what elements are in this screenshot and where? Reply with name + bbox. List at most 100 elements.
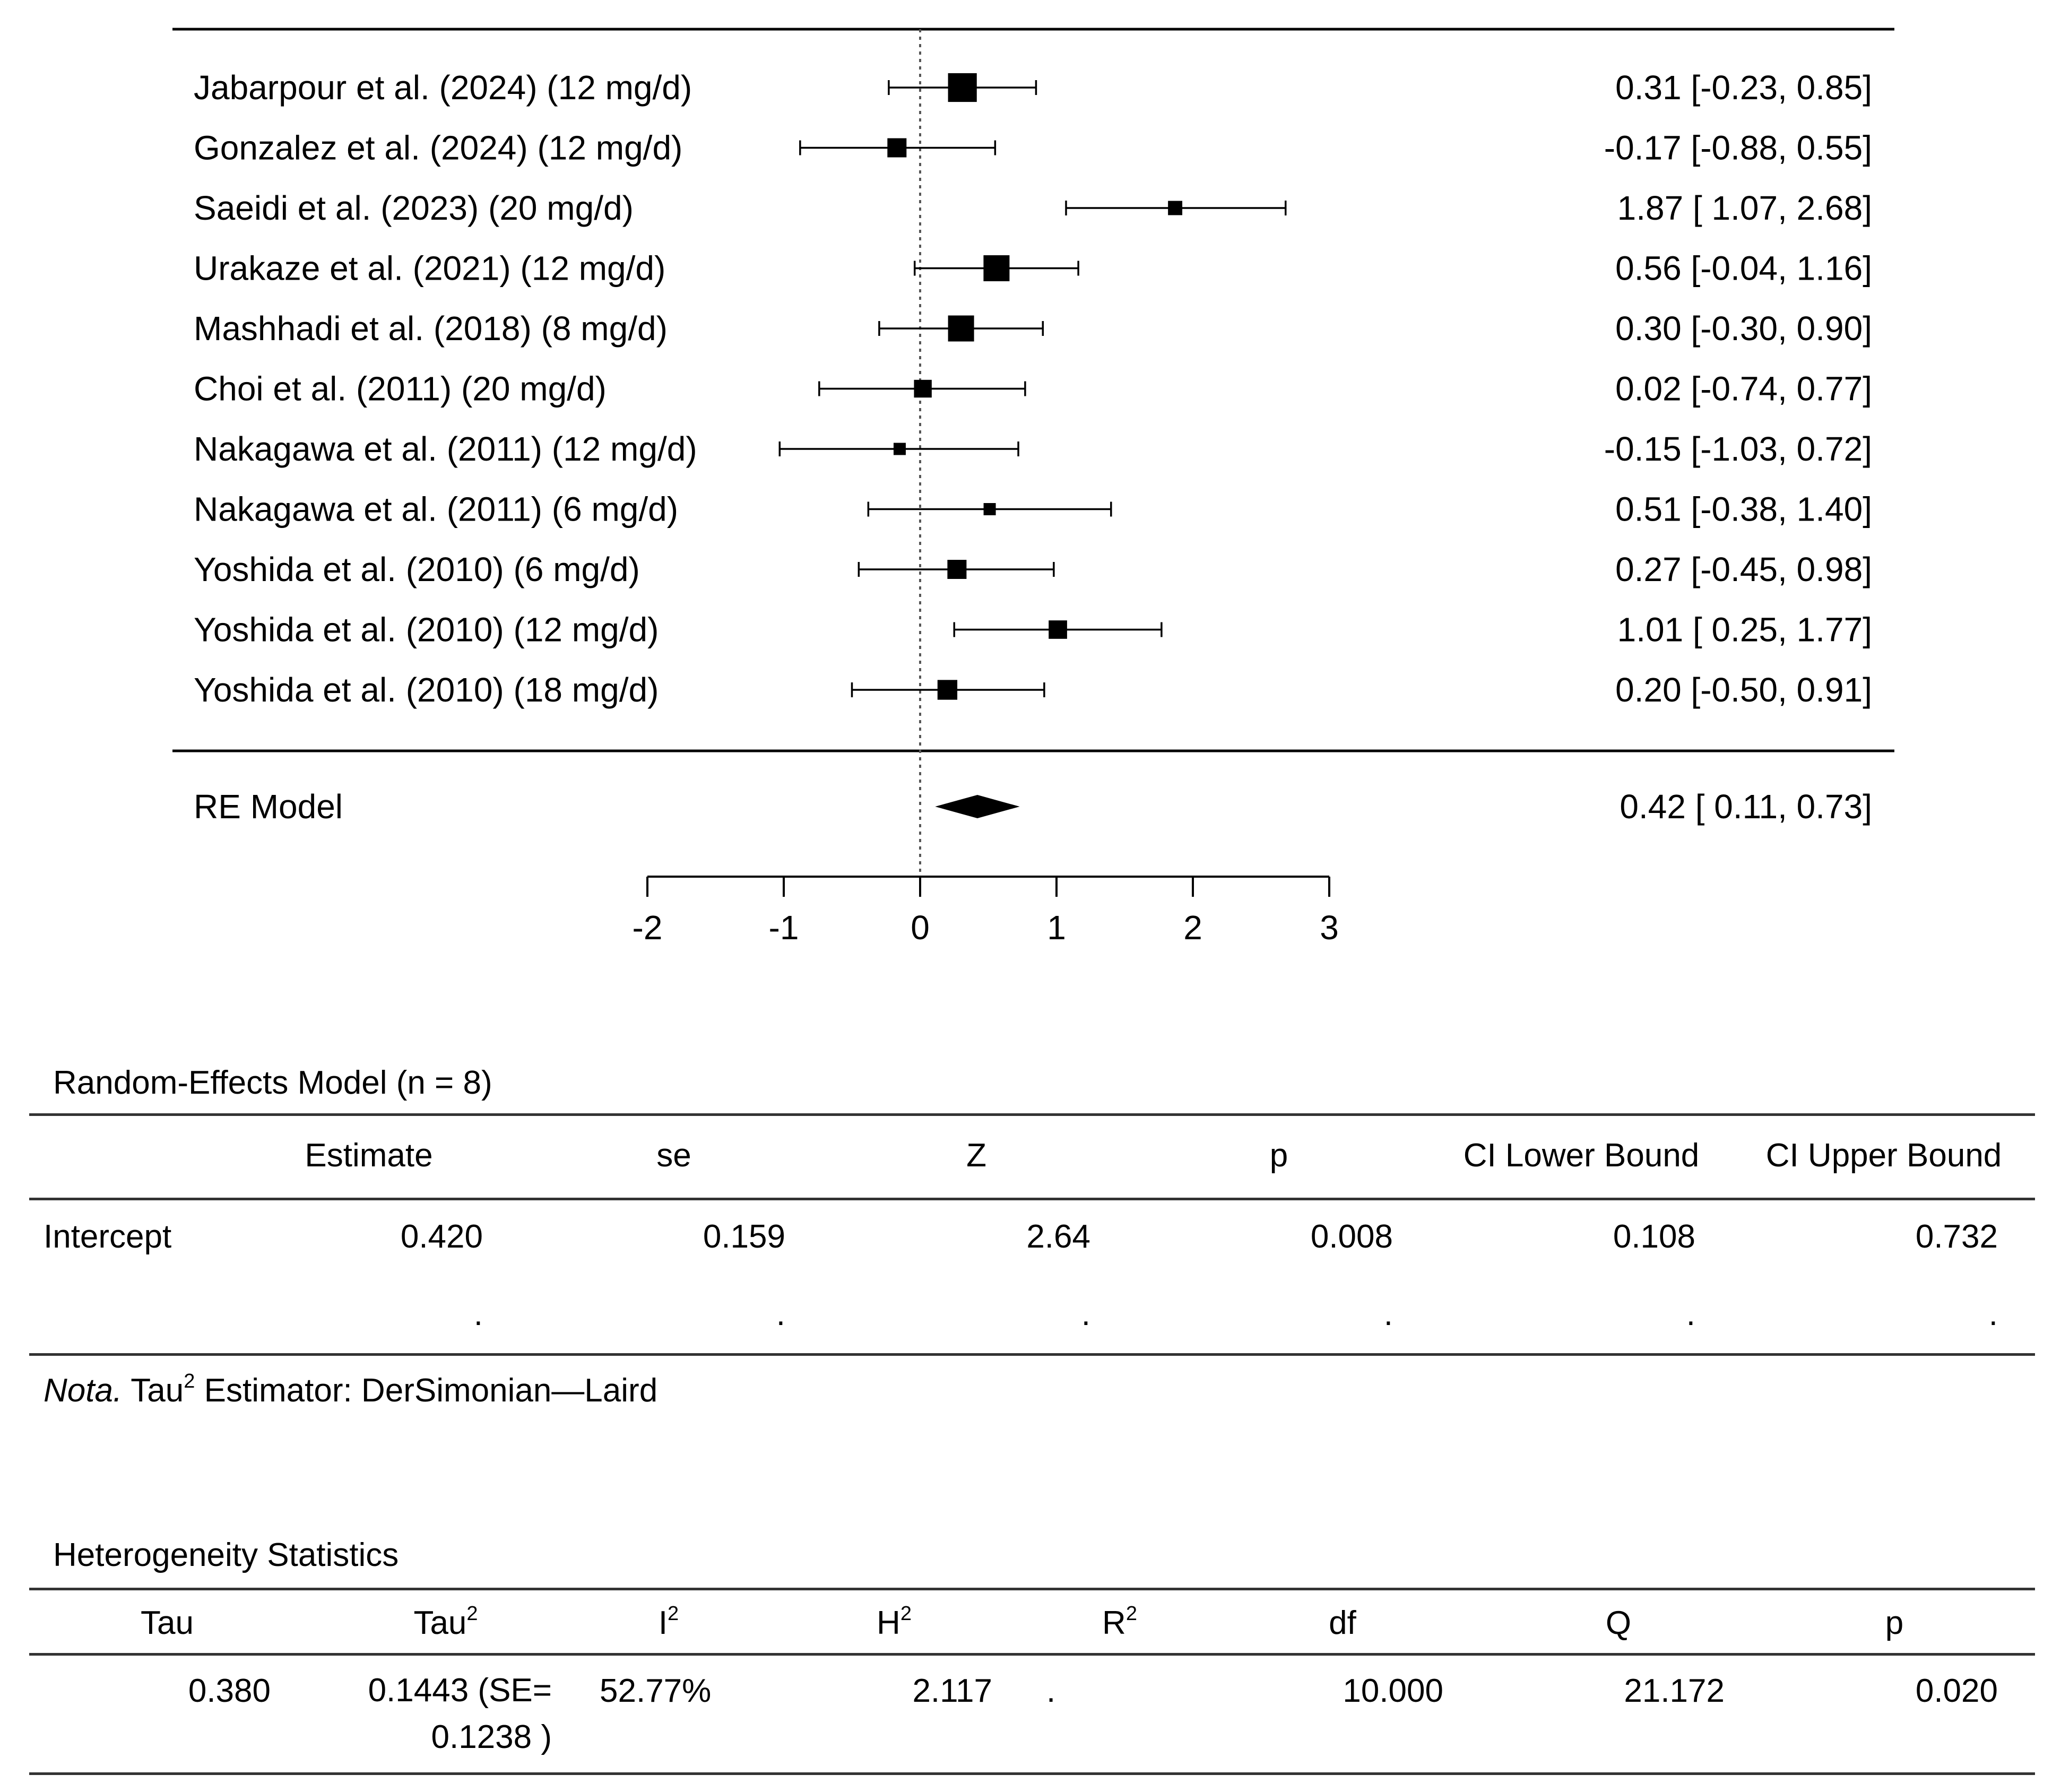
het-value-h2: 2.117 xyxy=(912,1673,992,1709)
het-header-r2-label: R xyxy=(1102,1605,1126,1641)
study-point xyxy=(1168,201,1183,215)
study-point xyxy=(1049,620,1067,639)
re-value-ci-upper: 0.732 xyxy=(1915,1218,1998,1255)
het-value-tau2-line1: 0.1443 (SE= xyxy=(368,1672,552,1709)
re-dot-5: . xyxy=(1686,1296,1695,1332)
study-ci-text: 1.01 [ 0.25, 1.77] xyxy=(1617,611,1872,649)
re-table-note: Nota. Tau2 Estimator: DerSimonian—Laird xyxy=(44,1370,658,1409)
study-label: Urakaze et al. (2021) (12 mg/d) xyxy=(194,249,665,288)
het-table-title: Heterogeneity Statistics xyxy=(53,1537,399,1573)
study-rows: Jabarpour et al. (2024) (12 mg/d) 0.31 [-… xyxy=(194,68,1872,709)
summary-diamond xyxy=(935,795,1020,818)
summary-label: RE Model xyxy=(194,787,343,826)
study-label: Yoshida et al. (2010) (18 mg/d) xyxy=(194,671,659,709)
study-label: Yoshida et al. (2010) (12 mg/d) xyxy=(194,611,659,649)
het-value-tau2: 0.1443 (SE= 0.1238 ) xyxy=(297,1667,552,1761)
study-ci-text: 0.31 [-0.23, 0.85] xyxy=(1615,68,1872,107)
x-tick-label: 3 xyxy=(1320,908,1339,947)
x-tick-label: 2 xyxy=(1183,908,1202,947)
re-value-ci-lower: 0.108 xyxy=(1613,1218,1695,1255)
het-value-p: 0.020 xyxy=(1915,1673,1998,1709)
note-rest: Estimator: DerSimonian—Laird xyxy=(195,1372,658,1409)
het-header-p: p xyxy=(1885,1605,1904,1641)
study-label: Nakagawa et al. (2011) (12 mg/d) xyxy=(194,430,697,468)
re-header-estimate: Estimate xyxy=(305,1137,433,1174)
study-point xyxy=(887,138,907,158)
x-tick-label: -2 xyxy=(633,908,663,947)
het-header-tau2-label: Tau xyxy=(413,1605,467,1641)
study-ci-text: 0.27 [-0.45, 0.98] xyxy=(1615,550,1872,588)
het-header-i2-label: I xyxy=(658,1605,668,1641)
het-header-q: Q xyxy=(1605,1605,1632,1641)
study-point xyxy=(948,73,977,102)
het-value-i2: 52.77% xyxy=(600,1673,712,1709)
het-header-r2: R2 xyxy=(1077,1604,1162,1643)
re-table-header-rule xyxy=(29,1198,2035,1200)
het-value-df: 10.000 xyxy=(1343,1673,1443,1709)
re-header-ci-lower: CI Lower Bound xyxy=(1463,1137,1700,1174)
study-ci-text: -0.15 [-1.03, 0.72] xyxy=(1604,430,1872,468)
x-tick-label: -1 xyxy=(769,908,799,947)
study-point xyxy=(947,560,967,579)
re-table-top-rule xyxy=(29,1113,2035,1116)
het-header-i2-sup: 2 xyxy=(668,1603,679,1625)
het-header-df: df xyxy=(1329,1605,1356,1641)
re-dot-3: . xyxy=(1081,1296,1090,1332)
study-ci-text: 0.51 [-0.38, 1.40] xyxy=(1615,490,1872,529)
re-header-p: p xyxy=(1269,1137,1288,1174)
het-table-header-rule xyxy=(29,1653,2035,1656)
study-point xyxy=(983,503,996,515)
re-dot-6: . xyxy=(1988,1296,1998,1332)
study-ci-text: -0.17 [-0.88, 0.55] xyxy=(1604,129,1872,167)
study-label: Gonzalez et al. (2024) (12 mg/d) xyxy=(194,129,682,167)
re-dot-1: . xyxy=(473,1296,483,1332)
x-tick-label: 1 xyxy=(1047,908,1066,947)
re-value-se: 0.159 xyxy=(703,1218,785,1255)
het-header-r2-sup: 2 xyxy=(1125,1603,1137,1625)
re-header-z: Z xyxy=(966,1137,986,1174)
study-point xyxy=(948,315,974,342)
x-tick-label: 0 xyxy=(911,908,930,947)
summary-row: RE Model 0.42 [ 0.11, 0.73] xyxy=(194,787,1872,826)
het-value-r2: . xyxy=(1046,1673,1056,1709)
het-table-top-rule xyxy=(29,1588,2035,1590)
study-label: Yoshida et al. (2010) (6 mg/d) xyxy=(194,550,640,588)
study-label: Choi et al. (2011) (20 mg/d) xyxy=(194,370,607,408)
het-header-tau2-sup: 2 xyxy=(466,1603,478,1625)
het-value-q: 21.172 xyxy=(1624,1673,1725,1709)
het-value-tau2-line2: 0.1238 ) xyxy=(431,1719,552,1755)
note-prefix: Nota. xyxy=(44,1372,123,1409)
study-label: Saeidi et al. (2023) (20 mg/d) xyxy=(194,189,634,227)
note-tau: Tau xyxy=(122,1372,184,1409)
study-label: Nakagawa et al. (2011) (6 mg/d) xyxy=(194,490,678,529)
het-header-i2: I2 xyxy=(626,1604,711,1643)
re-value-z: 2.64 xyxy=(1026,1218,1090,1255)
summary-ci-text: 0.42 [ 0.11, 0.73] xyxy=(1620,787,1872,826)
study-point xyxy=(937,680,958,700)
re-table-bottom-rule xyxy=(29,1353,2035,1356)
re-header-se: se xyxy=(656,1137,691,1174)
study-label: Mashhadi et al. (2018) (8 mg/d) xyxy=(194,309,668,348)
x-axis: -2 -1 0 1 2 3 xyxy=(633,876,1339,947)
het-header-h2-sup: 2 xyxy=(900,1603,912,1625)
re-table-title: Random-Effects Model (n = 8) xyxy=(53,1064,492,1101)
study-point xyxy=(983,255,1010,281)
re-value-p: 0.008 xyxy=(1310,1218,1393,1255)
study-label: Jabarpour et al. (2024) (12 mg/d) xyxy=(194,68,692,107)
study-ci-text: 0.02 [-0.74, 0.77] xyxy=(1615,370,1872,408)
study-point xyxy=(914,379,932,398)
forest-plot: Jabarpour et al. (2024) (12 mg/d) 0.31 [-… xyxy=(172,28,1894,947)
het-header-tau: Tau xyxy=(141,1605,194,1641)
study-ci-text: 0.56 [-0.04, 1.16] xyxy=(1615,249,1872,288)
re-row-label: Intercept xyxy=(44,1218,172,1255)
het-header-tau2: Tau2 xyxy=(382,1604,509,1643)
study-ci-text: 0.20 [-0.50, 0.91] xyxy=(1615,671,1872,709)
re-value-estimate: 0.420 xyxy=(400,1218,483,1255)
re-dot-2: . xyxy=(776,1296,785,1332)
het-header-h2-label: H xyxy=(877,1605,900,1641)
het-header-h2: H2 xyxy=(852,1604,937,1643)
het-table-bottom-rule xyxy=(29,1772,2035,1775)
re-dot-4: . xyxy=(1383,1296,1393,1332)
study-ci-text: 1.87 [ 1.07, 2.68] xyxy=(1617,189,1872,227)
note-tau-sup: 2 xyxy=(184,1370,195,1392)
